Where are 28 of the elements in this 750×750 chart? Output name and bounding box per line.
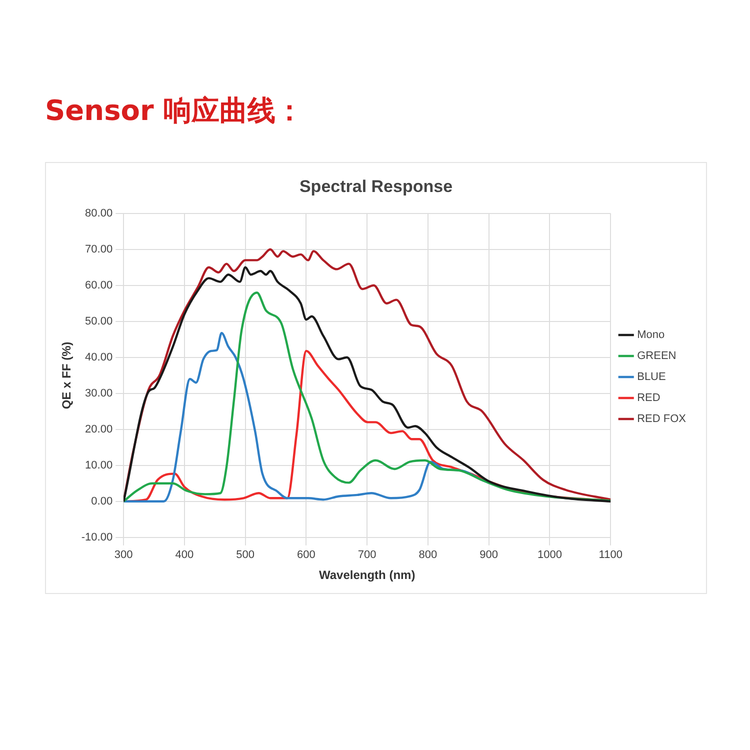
y-tick-label: 40.00 <box>85 351 113 364</box>
y-tick-label: -10.00 <box>81 531 113 544</box>
y-tick-label: 20.00 <box>85 423 113 436</box>
y-tick-label: 0.00 <box>91 495 113 508</box>
legend-label: RED <box>637 392 660 404</box>
x-tick-label: 900 <box>480 549 498 562</box>
x-tick-label: 500 <box>236 549 255 562</box>
x-tick-label: 1100 <box>598 549 622 562</box>
y-tick-label: 10.00 <box>85 459 113 472</box>
x-tick-label: 300 <box>114 549 133 562</box>
x-tick-label: 700 <box>358 549 376 562</box>
legend-label: BLUE <box>637 371 666 384</box>
x-axis-title: Wavelength (nm) <box>318 568 416 582</box>
y-tick-label: 50.00 <box>85 315 113 328</box>
y-tick-label: 80.00 <box>85 207 113 220</box>
x-tick-label: 1000 <box>537 549 562 562</box>
legend-label: GREEN <box>637 350 676 362</box>
y-tick-label: 70.00 <box>85 243 113 256</box>
chart-subtitle: Spectral Response <box>299 176 453 196</box>
x-tick-label: 600 <box>297 549 316 562</box>
y-tick-label: 30.00 <box>85 387 113 400</box>
y-axis-title: QE x FF (%) <box>60 342 74 410</box>
y-tick-label: 60.00 <box>85 279 113 292</box>
chart-title: Sensor 响应曲线： <box>45 93 304 129</box>
x-tick-label: 400 <box>175 549 194 562</box>
legend-label: RED FOX <box>637 413 687 426</box>
x-tick-label: 800 <box>418 549 438 562</box>
legend-label: Mono <box>637 329 665 342</box>
